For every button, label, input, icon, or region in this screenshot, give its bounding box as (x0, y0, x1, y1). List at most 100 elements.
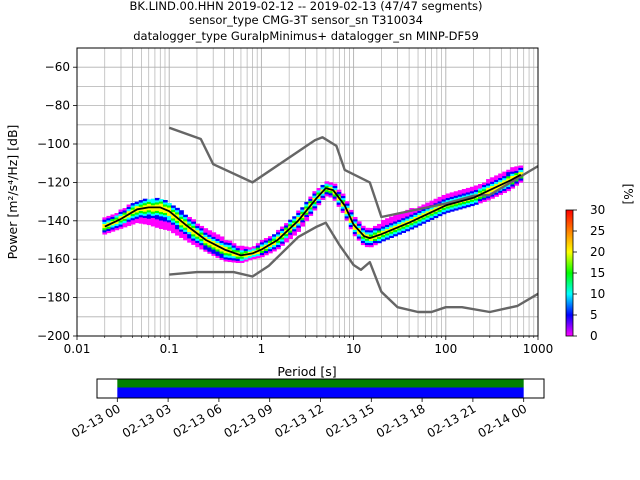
pdf-cell (195, 236, 201, 239)
pdf-cell (122, 218, 128, 222)
pdf-cell (441, 209, 447, 213)
pdf-cell (352, 223, 358, 226)
pdf-cell (288, 221, 293, 225)
pdf-cell (352, 233, 358, 237)
pdf-cell (441, 199, 447, 202)
pdf-cell (158, 226, 164, 230)
pdf-cell (167, 219, 172, 223)
pdf-cell (106, 228, 112, 231)
pdf-cell (255, 255, 261, 259)
pdf-cell (445, 206, 451, 209)
pdf-cell (199, 232, 205, 235)
pdf-cell (102, 230, 108, 233)
pdf-cell (486, 198, 491, 201)
pdf-cell (514, 179, 520, 182)
pdf-cell (397, 228, 402, 231)
pdf-cell (158, 218, 164, 221)
pdf-cell (324, 189, 330, 193)
pdf-cell (308, 196, 314, 199)
pdf-cell (453, 191, 459, 194)
pdf-cell (300, 211, 306, 214)
pdf-cell (203, 242, 209, 246)
pdf-cell (154, 200, 160, 203)
pdf-cell (106, 218, 112, 221)
timeline-tick-label: 02-13 12 (272, 401, 326, 440)
pdf-cell (179, 216, 184, 219)
pdf-cell (381, 238, 386, 242)
pdf-cell (191, 223, 196, 226)
pdf-cell (360, 242, 366, 246)
pdf-cell (191, 240, 196, 243)
pdf-cell (498, 179, 503, 183)
pdf-cell (187, 231, 192, 235)
timeline-tick-label: 02-13 09 (221, 401, 275, 440)
pdf-cell (207, 251, 213, 254)
pdf-cell (381, 236, 386, 240)
pdf-cell (272, 234, 277, 237)
pdf-cell (175, 233, 180, 236)
pdf-cell (227, 246, 233, 250)
pdf-cell (377, 228, 382, 231)
pdf-cell (356, 221, 362, 224)
pdf-cell (409, 218, 415, 222)
pdf-cell (296, 214, 301, 218)
pdf-cell (344, 203, 350, 206)
pdf-cell (425, 208, 431, 212)
pdf-cell (344, 216, 350, 219)
pdf-cell (138, 202, 144, 205)
pdf-cell (284, 237, 289, 241)
pdf-cell (433, 207, 439, 210)
pdf-cell (102, 227, 108, 231)
pdf-cell (405, 226, 411, 230)
pdf-cell (482, 197, 487, 200)
pdf-cell (243, 257, 249, 260)
pdf-cell (276, 234, 281, 237)
pdf-cell (409, 222, 415, 226)
pdf-cell (219, 238, 225, 241)
pdf-cell (122, 210, 128, 213)
pdf-cell (102, 219, 108, 222)
pdf-cell (154, 221, 160, 224)
title-line-1: BK.LIND.00.HHN 2019-02-12 -- 2019-02-13 … (130, 0, 483, 13)
y-tick-label: −100 (37, 137, 70, 151)
pdf-cell (126, 206, 132, 210)
pdf-cell (324, 181, 330, 184)
pdf-cell (187, 238, 192, 241)
pdf-cell (227, 242, 233, 246)
pdf-cell (130, 217, 136, 221)
y-tick-label: −120 (37, 175, 70, 189)
pdf-cell (267, 238, 273, 241)
pdf-cell (179, 224, 184, 228)
pdf-cell (183, 233, 188, 237)
pdf-cell (211, 249, 217, 252)
pdf-cell (372, 225, 378, 229)
pdf-cell (308, 213, 314, 216)
pdf-cell (223, 240, 229, 243)
pdf-cell (461, 191, 467, 194)
pdf-cell (158, 211, 164, 215)
pdf-cell (385, 222, 390, 225)
pdf-cell (171, 220, 176, 223)
pdf-cell (308, 211, 314, 214)
pdf-cell (368, 230, 374, 233)
pdf-cell (308, 198, 314, 202)
pdf-cell (328, 186, 334, 190)
pdf-cell (259, 239, 265, 243)
pdf-cell (377, 232, 382, 235)
pdf-cell (191, 225, 196, 229)
pdf-cell (413, 214, 419, 218)
pdf-cell (183, 229, 188, 232)
pdf-cell (502, 177, 507, 181)
pdf-cell (134, 216, 140, 219)
pdf-cell (203, 245, 209, 248)
pdf-cell (150, 221, 156, 225)
pdf-cell (433, 198, 439, 202)
pdf-cell (498, 173, 503, 176)
pdf-cell (401, 215, 406, 219)
pdf-cell (494, 179, 499, 183)
pdf-cell (288, 228, 293, 231)
pdf-cell (276, 232, 281, 235)
pdf-cell (502, 171, 507, 175)
pdf-cell (292, 231, 297, 234)
pdf-cell (110, 225, 116, 228)
